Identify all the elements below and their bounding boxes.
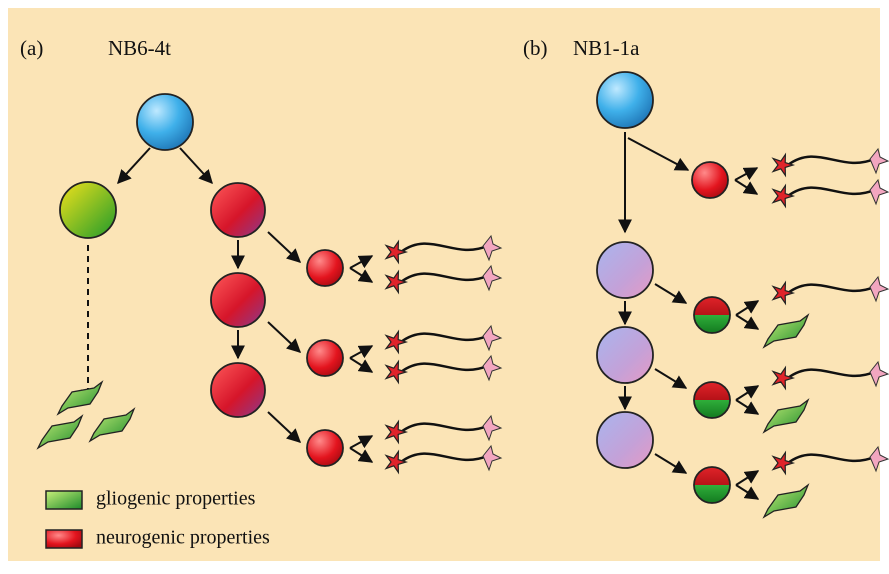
- cell: [597, 72, 653, 128]
- cell: [597, 242, 653, 298]
- cell: [694, 382, 730, 418]
- cell: [137, 94, 193, 150]
- legend-label: gliogenic properties: [96, 488, 256, 510]
- cell: [694, 467, 730, 503]
- legend-swatch: [46, 530, 82, 548]
- cell: [307, 430, 343, 466]
- cell: [211, 273, 265, 327]
- cell: [597, 412, 653, 468]
- panel-title: NB1-1a: [573, 36, 640, 60]
- cell: [597, 327, 653, 383]
- cell: [307, 250, 343, 286]
- panel-title: NB6-4t: [108, 36, 171, 60]
- diagram: (a) NB6-4t (b) NB1-1a gliogenic properti…: [0, 0, 889, 569]
- background: [8, 8, 880, 561]
- cell: [307, 340, 343, 376]
- legend-swatch: [46, 491, 82, 509]
- legend-label: neurogenic properties: [96, 527, 270, 549]
- cell: [692, 162, 728, 198]
- panel-label: (b): [523, 36, 548, 60]
- cell: [60, 182, 116, 238]
- panel-label: (a): [20, 36, 43, 60]
- cell: [211, 183, 265, 237]
- cell: [694, 297, 730, 333]
- cell: [211, 363, 265, 417]
